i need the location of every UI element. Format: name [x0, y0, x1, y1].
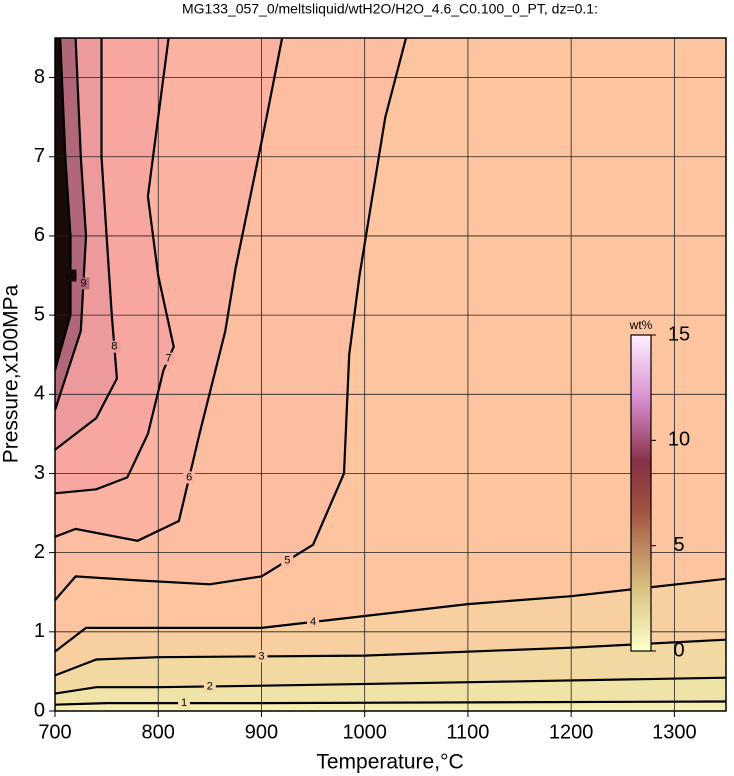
contour-label-bg	[183, 471, 196, 484]
contour-label: 10	[64, 269, 76, 281]
contour-label: 5	[284, 554, 290, 566]
x-tick-label: 1000	[342, 721, 387, 743]
contour-label: 4	[310, 616, 316, 628]
contour-label-bg	[203, 680, 216, 693]
contour-label: 7	[165, 353, 171, 365]
colorbar-tick-label: 10	[668, 429, 690, 451]
y-tick-label: 2	[34, 541, 45, 563]
overlay: 700 800 900 1000 1100 1200 1300012345678wt%051…	[34, 37, 727, 743]
y-tick-label: 7	[34, 145, 45, 167]
colorbar-title: wt%	[629, 318, 653, 332]
contour-line	[55, 38, 72, 371]
contour-fill	[55, 38, 71, 371]
contour-label: 8	[111, 341, 117, 353]
contour-label-bg	[77, 277, 90, 290]
contour-label-bg	[64, 269, 77, 282]
y-tick-label: 0	[34, 699, 45, 721]
y-tick-label: 5	[34, 303, 45, 325]
x-tick-label: 900	[245, 721, 278, 743]
contour-line	[55, 38, 284, 542]
x-tick-label: 1300	[652, 721, 697, 743]
colorbar	[630, 334, 652, 652]
x-axis-label: Temperature,°C	[316, 751, 463, 774]
contour-label: 9	[80, 277, 86, 289]
y-tick-label: 6	[34, 224, 45, 246]
plot-frame	[54, 37, 727, 712]
x-tick-label: 800	[142, 721, 175, 743]
contour-label-bg	[281, 554, 294, 567]
contour-label-bg	[307, 615, 320, 628]
contour-label-bg	[178, 697, 191, 710]
contour-label-bg	[108, 340, 121, 353]
contour-label-bg	[255, 650, 268, 663]
x-tick-label: 1100	[446, 721, 489, 743]
contour-line	[55, 38, 119, 451]
contour-label: 6	[186, 471, 192, 483]
x-tick-label: 700	[38, 721, 71, 743]
chart-title: MG133_057_0/meltsliquid/wtH2O/H2O_4.6_C0…	[182, 1, 598, 17]
contour-label-bg	[162, 352, 175, 365]
y-tick-label: 4	[34, 383, 45, 405]
y-axis-label: Pressure,x100MPa	[0, 284, 23, 463]
contour-line	[55, 38, 88, 411]
colorbar-tick-label: 15	[668, 323, 690, 345]
contour-label: 1	[181, 697, 187, 709]
plot-area: 1 2 3 4 5 6 7 8 9 10	[55, 38, 726, 711]
contour-label: 3	[258, 650, 264, 662]
contour-line	[55, 38, 408, 601]
y-tick-label: 1	[34, 620, 45, 642]
colorbar-tick-label: 0	[673, 639, 684, 661]
x-tick-label: 1200	[549, 721, 594, 743]
y-tick-label: 3	[34, 462, 45, 484]
contour-label: 2	[207, 680, 213, 692]
y-tick-label: 8	[34, 66, 45, 88]
colorbar-tick-label: 5	[673, 534, 684, 556]
